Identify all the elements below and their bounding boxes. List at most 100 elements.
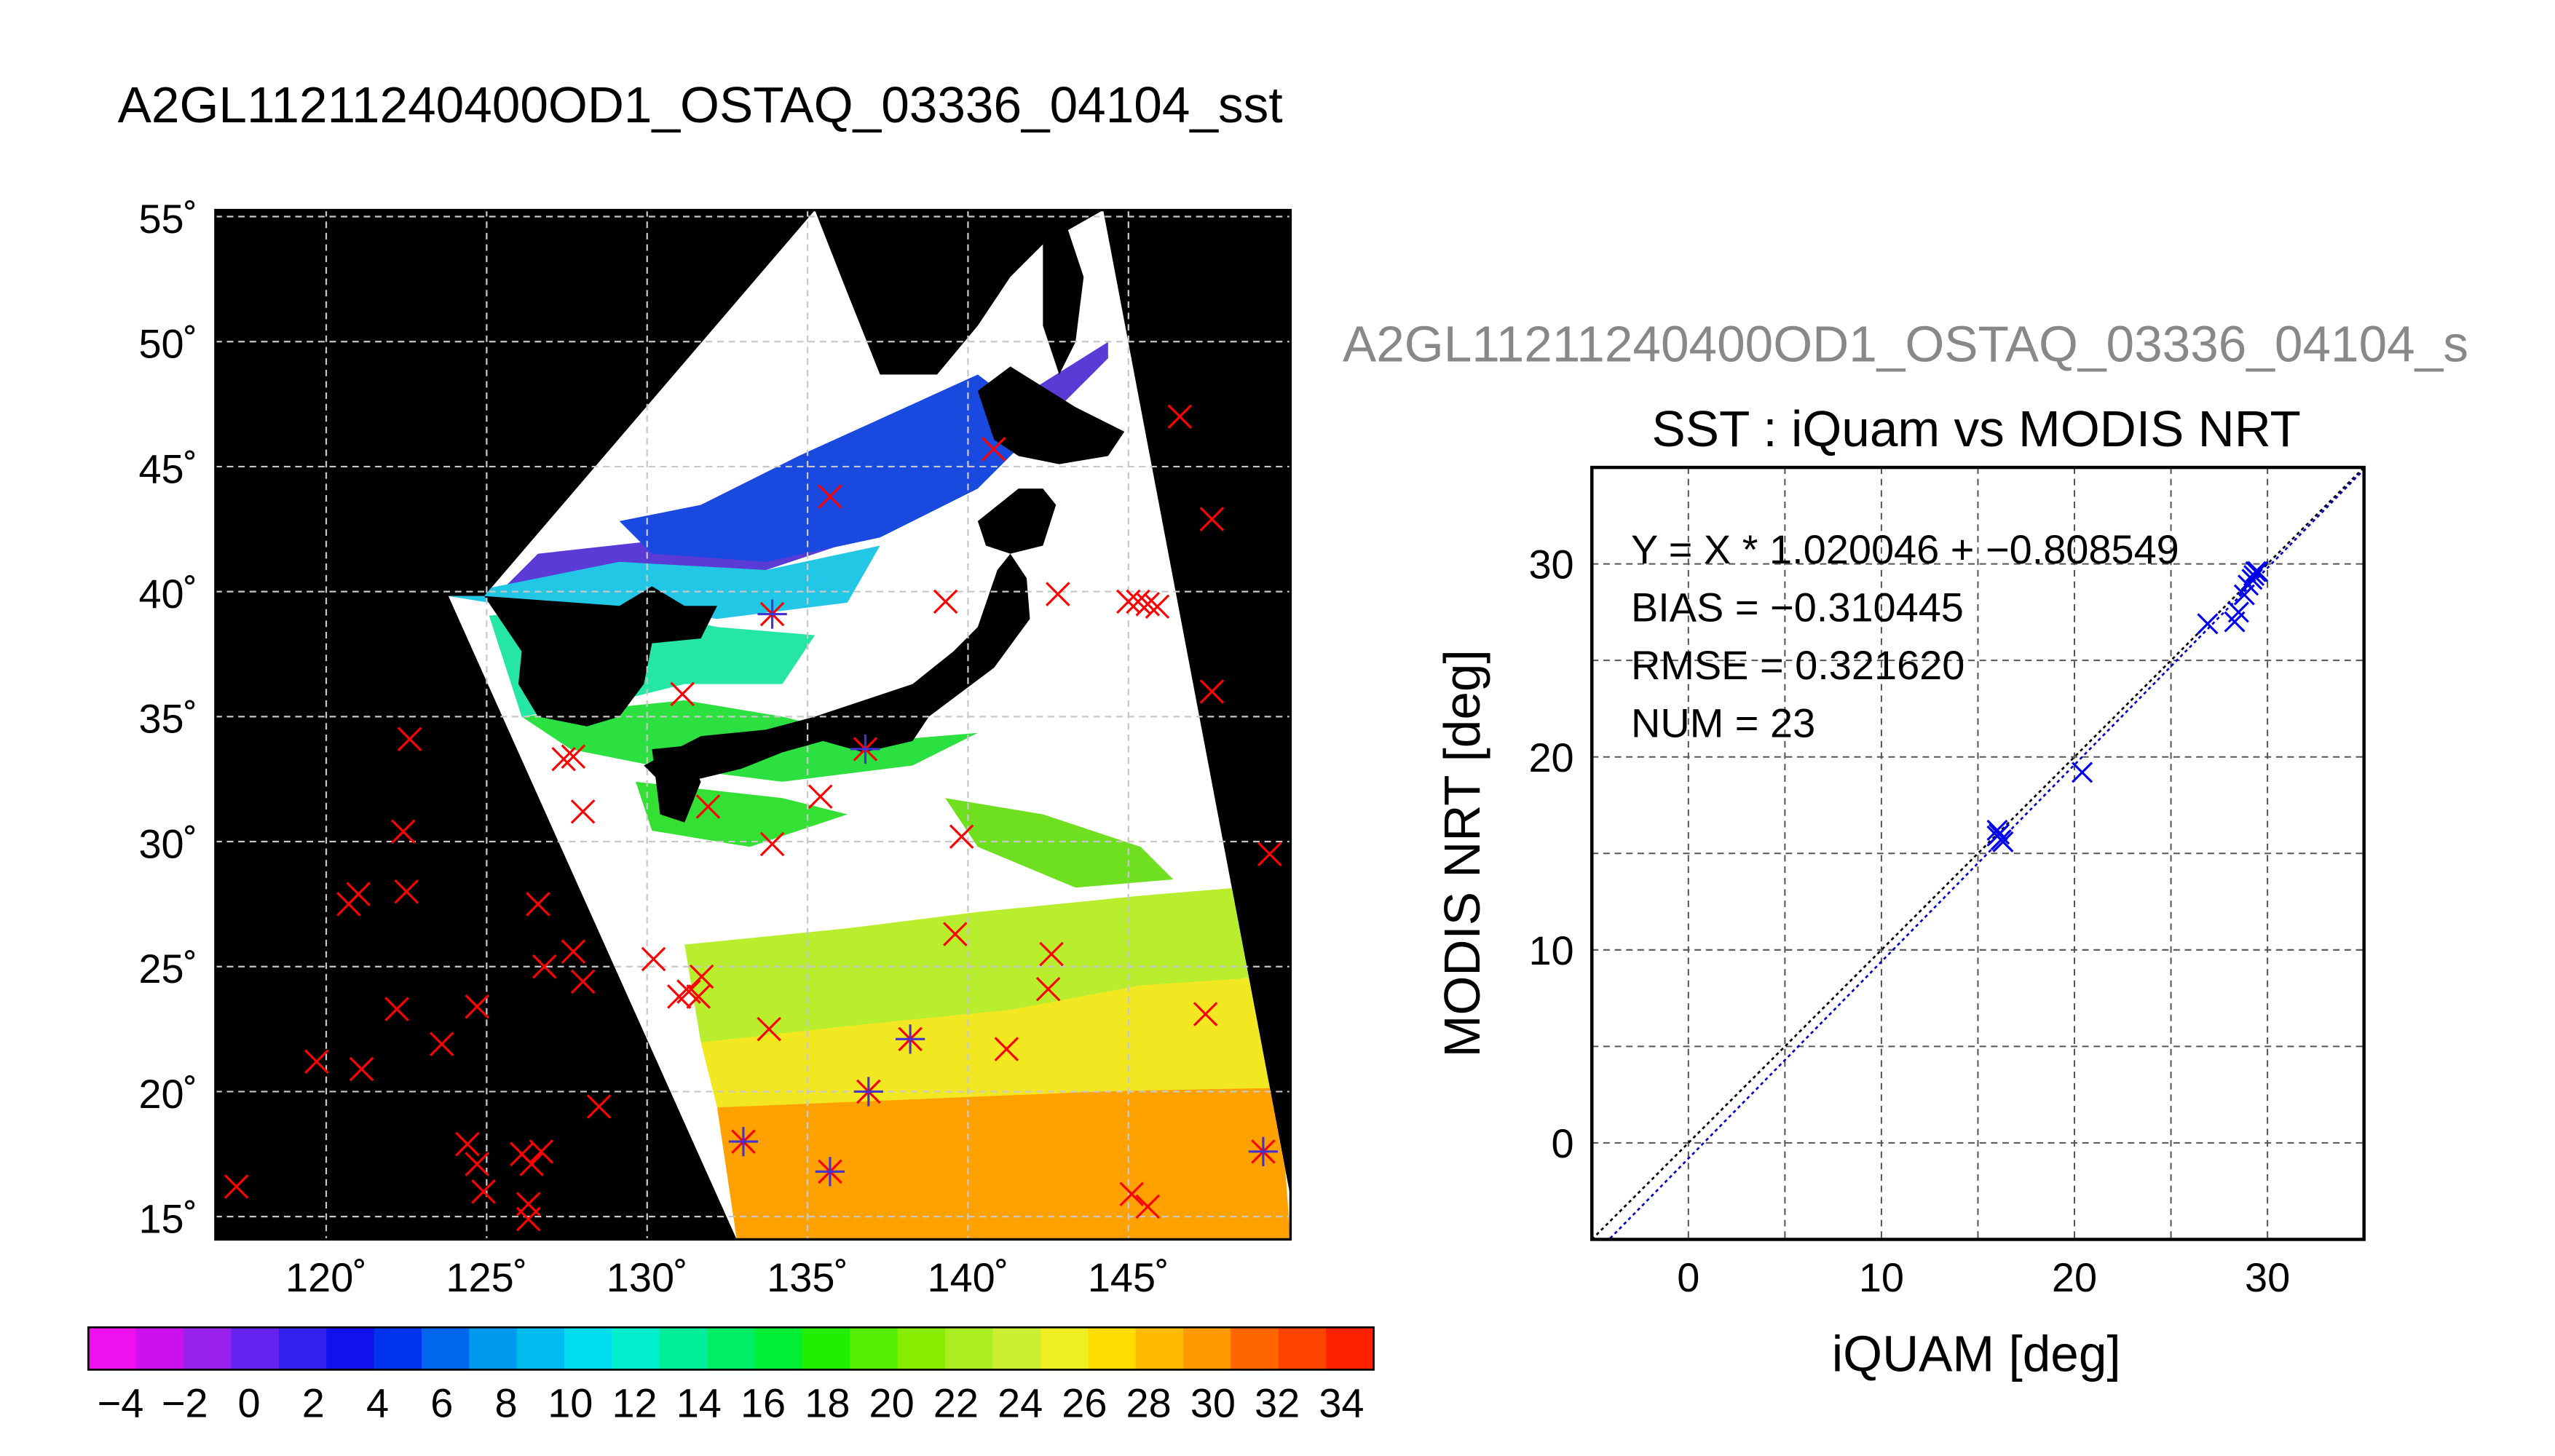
colorbar-label: 2 [302, 1380, 325, 1425]
iquam-marker-stroke-b [641, 946, 666, 972]
map-grid [215, 210, 1291, 1240]
iquam-marker-stroke-b [949, 824, 974, 849]
scatter-point [2238, 574, 2259, 596]
iquam-marker-stroke-b [1199, 679, 1225, 704]
colorbar-labels: −4 −2 0 2 4 6 8 10 12 14 16 18 20 22 24 26 28 30 32 34 [98, 1380, 1365, 1425]
iquam-marker-stroke-b [586, 1094, 612, 1119]
iquam-marker [818, 484, 842, 509]
iquam-marker [1199, 507, 1225, 531]
iquam-marker-stroke-b [1035, 976, 1061, 1002]
iquam-marker [1145, 594, 1170, 620]
scatter-title: SST : iQuam vs MODIS NRT [1652, 400, 2301, 457]
iquam-marker [586, 1094, 612, 1119]
scatter-point-stroke-b [1986, 825, 2008, 847]
lat-label: 50˚ [138, 321, 197, 367]
iquam-marker-stroke-b [807, 784, 833, 809]
lat-label: 20˚ [138, 1071, 197, 1117]
iquam-marker [943, 922, 968, 946]
colorbar-label: −4 [98, 1380, 144, 1425]
matchup-marker [815, 1157, 845, 1187]
iquam-marker-stroke-b [933, 589, 958, 614]
iquam-marker-stroke-b [689, 964, 714, 989]
fit-statistics: Y = X * 1.020046 + −0.808549 BIAS = −0.31… [1631, 526, 2179, 745]
iquam-marker-stroke-b [981, 437, 1006, 462]
lat-label: 55˚ [138, 196, 197, 242]
scatter-point-stroke-b [2245, 561, 2267, 582]
colorbar-cell [1088, 1327, 1137, 1370]
y-tick-label: 30 [1528, 542, 1573, 587]
colorbar-cell [374, 1327, 423, 1370]
iquam-marker-stroke-b [394, 879, 419, 904]
iquam-marker [689, 964, 714, 989]
scatter-point-stroke-b [2247, 561, 2269, 582]
colorbar-label: 0 [237, 1380, 260, 1425]
scatter-point-stroke-b [2238, 574, 2259, 596]
lat-label: 25˚ [138, 946, 197, 992]
scatter-grid [1592, 467, 2364, 1240]
colorbar-label: 16 [741, 1380, 786, 1425]
scatter-subtitle: A2GL11211240400OD1_OSTAQ_03336_04104_s [1343, 316, 2468, 373]
iquam-marker [394, 879, 419, 904]
sst-band-lime [945, 798, 1174, 888]
iquam-marker-stroke-b [551, 746, 576, 772]
iquam-marker [532, 954, 557, 979]
iquam-marker [1167, 404, 1193, 430]
iquam-marker [807, 784, 833, 809]
map-frame [214, 208, 1292, 1241]
lon-label: 145˚ [1088, 1254, 1169, 1300]
scatter-point [1986, 825, 2008, 847]
colorbar-label: 32 [1255, 1380, 1300, 1425]
colorbar-cell [945, 1327, 994, 1370]
colorbar-label: −2 [162, 1380, 208, 1425]
stat-line: NUM = 23 [1631, 700, 1815, 745]
x-tick-label: 20 [2052, 1254, 2097, 1300]
y-axis-label: MODIS NRT [deg] [1434, 649, 1490, 1057]
iquam-marker [695, 794, 721, 819]
iquam-marker-stroke-b [429, 1032, 454, 1056]
scatter-point-stroke-b [1986, 819, 2008, 841]
iquam-marker [1035, 976, 1061, 1002]
iquam-marker [346, 882, 371, 906]
iquam-marker-stroke-b [397, 727, 422, 752]
matchup-marker [895, 1024, 925, 1054]
sst-band-blue [619, 374, 1043, 562]
colorbar-frame [87, 1326, 1375, 1371]
iquam-marker [933, 589, 958, 614]
hokkaido-land [977, 366, 1125, 464]
lon-label: 135˚ [767, 1254, 848, 1300]
iquam-marker-stroke-b [384, 997, 409, 1021]
iquam-marker [641, 946, 666, 972]
colorbar-label: 26 [1062, 1380, 1107, 1425]
iquam-marker [349, 1056, 374, 1082]
colorbar-cell [992, 1327, 1041, 1370]
colorbar-label: 24 [998, 1380, 1043, 1425]
regression-line [1608, 468, 2364, 1240]
iquam-marker-stroke-b [1199, 507, 1225, 531]
iquam-marker [526, 892, 550, 917]
iquam-marker-stroke-b [349, 1056, 374, 1082]
tohoku-land [977, 488, 1057, 554]
colorbar-cell [612, 1327, 660, 1370]
colorbar-cell [422, 1327, 470, 1370]
iquam-marker [465, 994, 489, 1019]
iquam-marker [561, 744, 586, 769]
lon-label: 140˚ [927, 1254, 1008, 1300]
colorbar-label: 14 [676, 1380, 722, 1425]
colorbar-cell [802, 1327, 851, 1370]
iquam-marker-stroke-b [465, 1152, 489, 1176]
colorbar-cell [326, 1327, 375, 1370]
iquam-marker [1039, 941, 1064, 967]
x-tick-labels: 0 10 20 30 [1677, 1254, 2290, 1300]
colorbar-cells [88, 1327, 1375, 1370]
iquam-marker-stroke-b [304, 1049, 329, 1074]
scatter-frame [1590, 465, 2366, 1241]
matchup-marker [728, 1126, 759, 1157]
colorbar-cell [754, 1327, 804, 1370]
colorbar-cell [564, 1327, 613, 1370]
x-tick-label: 30 [2245, 1254, 2290, 1300]
colorbar-label: 20 [869, 1380, 914, 1425]
lon-labels: 120˚ 125˚ 130˚ 135˚ 140˚ 145˚ [285, 1254, 1169, 1300]
scatter-point [2247, 561, 2269, 582]
lat-label: 15˚ [138, 1196, 197, 1242]
matchup-marker [853, 1077, 883, 1107]
